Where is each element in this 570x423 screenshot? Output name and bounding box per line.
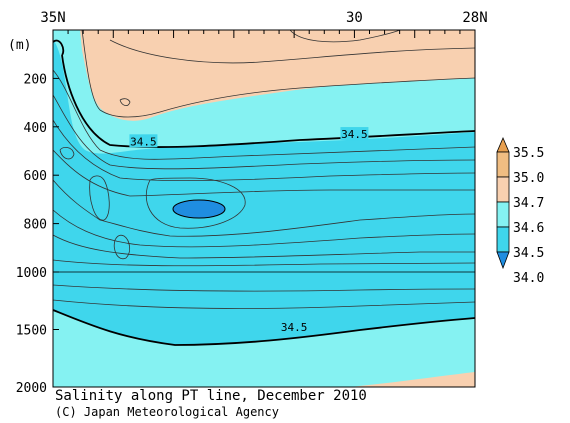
colorbar-bottom-arrow [496,251,510,270]
colorbar-label: 34.5 [513,246,544,261]
x-tick-label: 28N [462,10,487,26]
y-unit-label: (m) [8,38,31,53]
y-tick-label: 800 [24,218,47,233]
contour-label: 34.5 [281,321,308,334]
y-tick-label: 1500 [16,324,47,339]
plot-area [53,30,475,387]
y-axis: 200 400 600 800 1000 1500 2000 [16,72,59,396]
y-tick-label: 600 [24,169,47,184]
colorbar-segment [496,226,510,253]
surface-contours [59,30,475,160]
x-tick-label: 30 [346,10,363,26]
colorbar-label: 35.0 [513,171,544,186]
y-tick-label: 200 [24,72,47,87]
colorbar-label: 35.5 [513,146,544,161]
chart-title: Salinity along PT line, December 2010 [55,388,367,404]
y-tick-label: 1000 [16,266,47,281]
y-tick-label: 400 [24,121,47,136]
colorbar-segment [496,151,510,178]
contour-labels: 34.5 34.5 34.5 [129,127,369,334]
x-axis: 35N 30 28N [40,10,488,38]
contour-label: 34.5 [130,135,157,148]
contour-label-bg [280,320,309,334]
colorbar-label: 34.0 [513,271,544,286]
contour-label: 34.5 [341,128,368,141]
colorbar: 35.5 35.0 34.7 34.6 34.5 34.0 [496,136,544,286]
colorbar-top-arrow [496,136,510,153]
contour-label-bg [340,127,369,141]
x-tick-label: 35N [40,10,65,26]
colorbar-label: 34.6 [513,221,544,236]
bottom-high-patch [350,372,475,387]
colorbar-segment [496,176,510,203]
contour-lines [53,69,475,309]
y-tick-label: 2000 [16,381,47,396]
contour-34-5 [53,39,475,346]
low-salinity-core [172,199,226,219]
colorbar-segment [496,201,510,228]
credit-line: (C) Japan Meteorological Agency [55,405,279,419]
contour-label-bg [129,134,158,148]
colorbar-label: 34.7 [513,196,544,211]
